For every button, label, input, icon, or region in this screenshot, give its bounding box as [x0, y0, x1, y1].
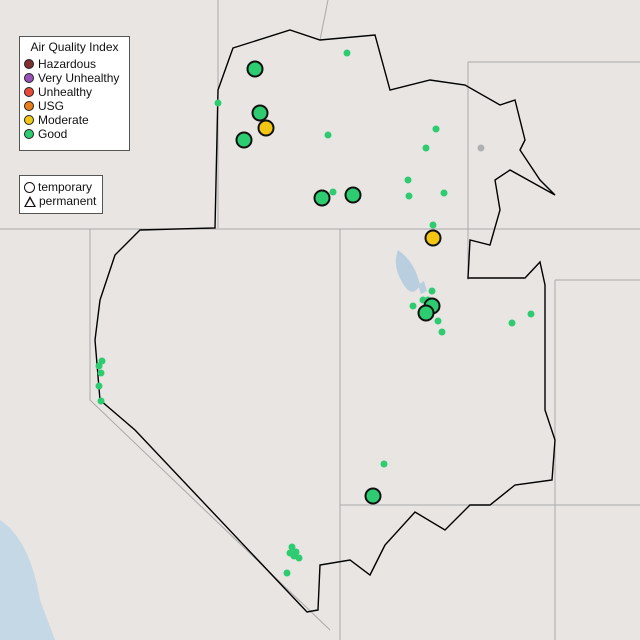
monitor-marker-good[interactable]: [313, 189, 331, 207]
circle-icon: [24, 181, 35, 193]
small-monitor-marker[interactable]: [283, 569, 291, 577]
aqi-legend: Air Quality Index Hazardous Very Unhealth…: [19, 36, 130, 151]
small-monitor-marker[interactable]: [527, 310, 535, 318]
small-monitor-marker[interactable]: [343, 49, 351, 57]
legend-item: Very Unhealthy: [20, 71, 129, 85]
small-monitor-marker[interactable]: [329, 188, 337, 196]
small-monitor-marker[interactable]: [508, 319, 516, 327]
ocean: [0, 520, 55, 640]
small-monitor-marker[interactable]: [288, 543, 296, 551]
aqi-swatch-icon: [24, 87, 34, 97]
monitor-marker-good[interactable]: [344, 186, 362, 204]
no-data-marker[interactable]: [477, 144, 485, 152]
legend-item: Unhealthy: [20, 85, 129, 99]
small-monitor-marker[interactable]: [428, 287, 436, 295]
legend-temporary: temporary: [20, 180, 102, 194]
region-boundary: [94, 29, 556, 613]
monitor-marker-moderate[interactable]: [424, 229, 442, 247]
small-monitor-marker[interactable]: [97, 397, 105, 405]
legend-permanent: permanent: [20, 194, 102, 208]
legend-item: USG: [20, 99, 129, 113]
small-monitor-marker[interactable]: [95, 362, 103, 370]
shape-legend: temporary permanent: [19, 175, 103, 214]
triangle-icon: [24, 195, 36, 207]
monitor-marker-good[interactable]: [246, 60, 264, 78]
aqi-swatch-icon: [24, 129, 34, 139]
monitor-marker-good[interactable]: [235, 131, 253, 149]
small-monitor-marker[interactable]: [380, 460, 388, 468]
small-monitor-marker[interactable]: [290, 552, 298, 560]
aqi-swatch-icon: [24, 73, 34, 83]
small-monitor-marker[interactable]: [214, 99, 222, 107]
small-monitor-marker[interactable]: [409, 302, 417, 310]
great-salt-lake: [395, 250, 420, 292]
small-monitor-marker[interactable]: [324, 131, 332, 139]
lake: [418, 281, 427, 294]
small-monitor-marker[interactable]: [422, 144, 430, 152]
monitor-marker-good[interactable]: [251, 104, 269, 122]
legend-item: Moderate: [20, 113, 129, 127]
small-monitor-marker[interactable]: [440, 189, 448, 197]
small-monitor-marker[interactable]: [432, 125, 440, 133]
monitor-markers: [95, 49, 535, 577]
monitor-marker-good[interactable]: [364, 487, 382, 505]
small-monitor-marker[interactable]: [95, 382, 103, 390]
monitor-marker-moderate[interactable]: [257, 119, 275, 137]
aqi-swatch-icon: [24, 101, 34, 111]
legend-item: Hazardous: [20, 57, 129, 71]
aqi-swatch-icon: [24, 115, 34, 125]
small-monitor-marker[interactable]: [404, 176, 412, 184]
legend-item: Good: [20, 127, 129, 141]
small-monitor-marker[interactable]: [429, 221, 437, 229]
small-monitor-marker[interactable]: [97, 369, 105, 377]
small-monitor-marker[interactable]: [438, 328, 446, 336]
small-monitor-marker[interactable]: [434, 317, 442, 325]
small-monitor-marker[interactable]: [405, 192, 413, 200]
legend-title: Air Quality Index: [30, 40, 119, 54]
aqi-swatch-icon: [24, 59, 34, 69]
monitor-marker-good[interactable]: [417, 304, 435, 322]
